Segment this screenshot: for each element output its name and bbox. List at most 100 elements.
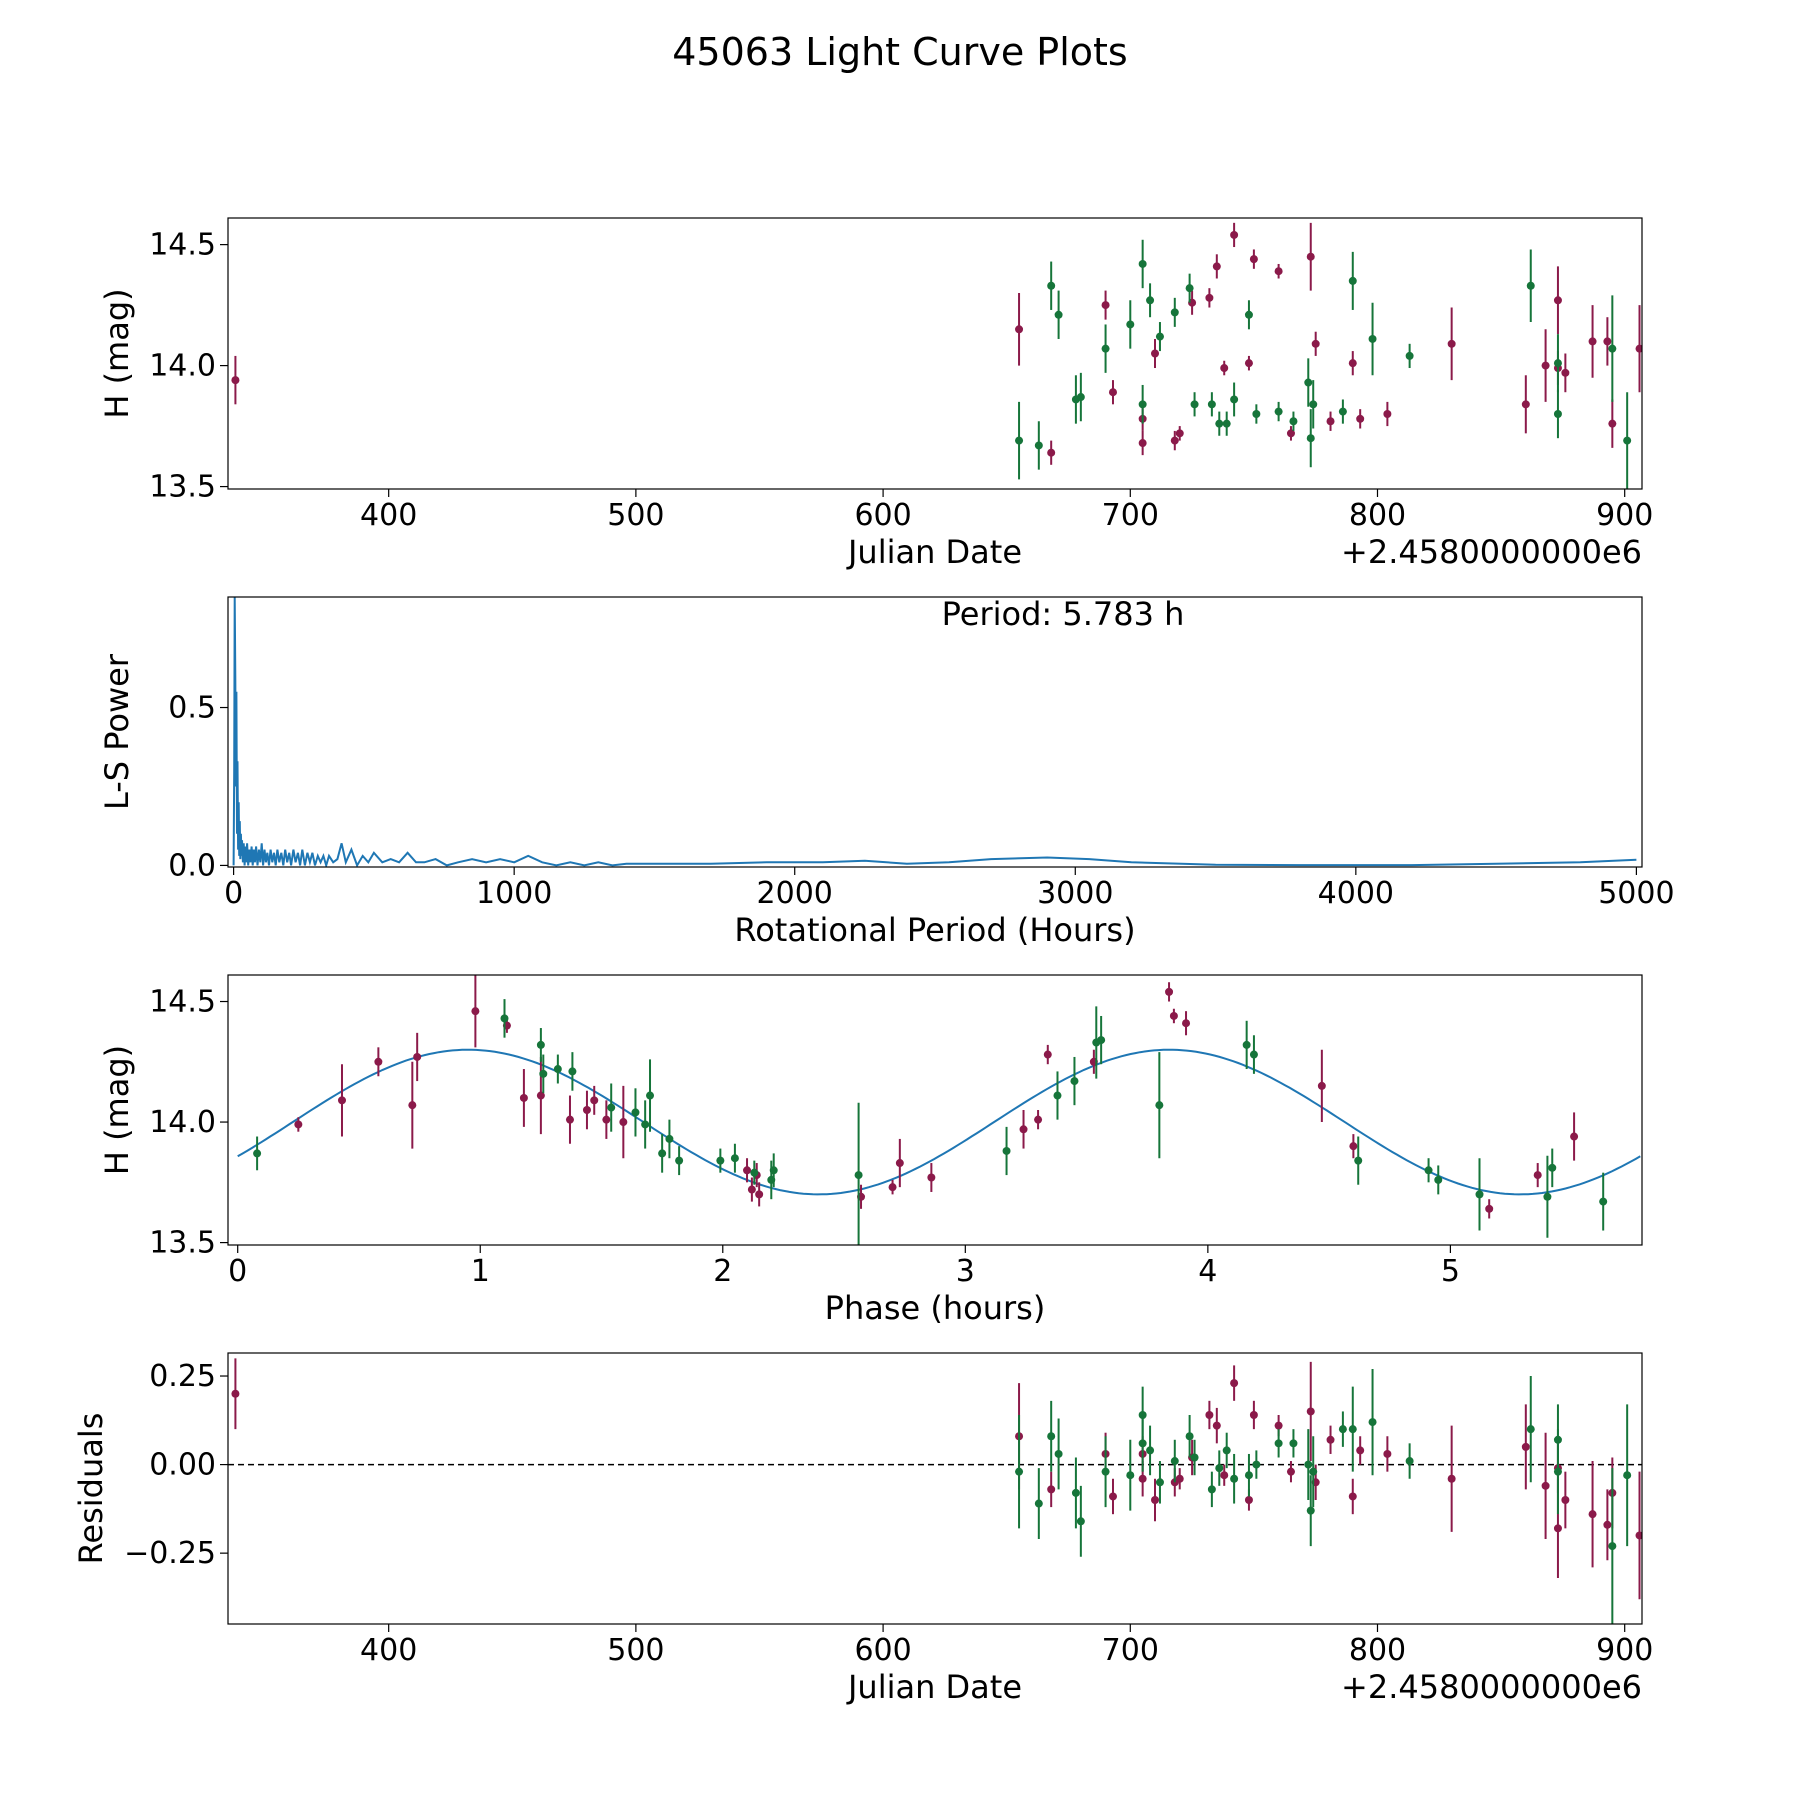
data-point	[1047, 448, 1056, 457]
data-point	[1252, 1460, 1261, 1469]
data-point	[1541, 361, 1550, 370]
data-point	[1126, 1471, 1135, 1480]
data-point	[1101, 301, 1110, 310]
data-point	[1244, 310, 1253, 319]
data-point	[1338, 407, 1347, 416]
data-point	[253, 1149, 262, 1158]
x-tick-label: 400	[360, 498, 417, 533]
data-point	[1054, 310, 1063, 319]
data-point	[1588, 1510, 1597, 1519]
x-tick-label: 900	[1596, 498, 1653, 533]
data-point	[1553, 296, 1562, 305]
data-point	[519, 1093, 528, 1102]
data-point	[1047, 281, 1056, 290]
data-point	[1424, 1166, 1433, 1175]
data-point	[1521, 1442, 1530, 1451]
data-point	[1222, 419, 1231, 428]
data-point	[1244, 1471, 1253, 1480]
data-point	[1185, 284, 1194, 293]
data-point	[1230, 1379, 1239, 1388]
data-point	[1306, 252, 1315, 261]
x-tick-label: 5	[1441, 1254, 1460, 1289]
data-point	[1533, 1171, 1542, 1180]
x-tick-label: 0	[224, 876, 243, 911]
x-tick-label: 400	[360, 1633, 417, 1668]
data-point	[1146, 296, 1155, 305]
data-point	[1608, 419, 1617, 428]
data-point	[1034, 1115, 1043, 1124]
data-point	[1274, 267, 1283, 276]
data-point	[1126, 320, 1135, 329]
data-point	[1034, 441, 1043, 450]
data-point	[1207, 400, 1216, 409]
data-point	[1526, 281, 1535, 290]
data-point	[231, 1389, 240, 1398]
data-point	[1015, 1467, 1024, 1476]
y-tick-label: 0.00	[149, 1448, 216, 1483]
data-point	[1309, 1467, 1318, 1476]
data-point	[743, 1166, 752, 1175]
x-tick-label: 3000	[1037, 876, 1113, 911]
data-point	[602, 1115, 611, 1124]
data-point	[1348, 276, 1357, 285]
data-point	[1053, 1091, 1062, 1100]
data-point	[536, 1091, 545, 1100]
phased-marks	[237, 975, 1641, 1245]
data-point	[1304, 378, 1313, 387]
x-tick-label: 1000	[476, 876, 552, 911]
x-tick-label: 2	[713, 1254, 732, 1289]
data-point	[1151, 349, 1160, 358]
data-point	[1215, 1464, 1224, 1473]
data-point	[1071, 1488, 1080, 1497]
data-point	[1220, 364, 1229, 373]
data-point	[590, 1096, 599, 1105]
data-point	[1368, 1418, 1377, 1427]
data-point	[1608, 344, 1617, 353]
x-tick-label: 4000	[1318, 876, 1394, 911]
data-point	[1348, 1492, 1357, 1501]
data-point	[1354, 1156, 1363, 1165]
data-point	[1170, 436, 1179, 445]
data-point	[1169, 1011, 1178, 1020]
data-point	[1146, 1446, 1155, 1455]
data-point	[1543, 1192, 1552, 1201]
data-point	[1212, 262, 1221, 271]
data-point	[1286, 1467, 1295, 1476]
x-tick-label: 0	[228, 1254, 247, 1289]
data-point	[927, 1173, 936, 1182]
period-annotation: Period: 5.783 h	[942, 595, 1185, 633]
data-point	[1356, 414, 1365, 423]
data-point	[1249, 1050, 1258, 1059]
residuals-panel: 400 500 600 700 800 900 −0.25 0.00 0.25 Residual…	[72, 1352, 1653, 1706]
data-point	[1368, 334, 1377, 343]
data-point	[1138, 1439, 1147, 1448]
data-point	[1170, 1457, 1179, 1466]
data-point	[1304, 1460, 1313, 1469]
x-tick-label: 800	[1349, 1633, 1406, 1668]
data-point	[1274, 407, 1283, 416]
data-point	[1326, 1435, 1335, 1444]
periodogram-ylabel: L-S Power	[98, 653, 136, 810]
data-point	[1317, 1081, 1326, 1090]
data-point	[1076, 1517, 1085, 1526]
data-point	[1306, 1407, 1315, 1416]
residuals-marks	[228, 1358, 1642, 1624]
data-point	[1097, 1036, 1106, 1045]
data-point	[1521, 400, 1530, 409]
x-tick-label: 700	[1102, 498, 1159, 533]
x-tick-label: 700	[1102, 1633, 1159, 1668]
data-point	[1138, 259, 1147, 268]
lightcurve-offset-label: +2.4580000000e6	[1341, 533, 1642, 571]
data-point	[1603, 1520, 1612, 1529]
data-point	[1019, 1125, 1028, 1134]
phased-panel: 0 1 2 3 4 5 13.5 14.0 14.5 H (mag) Phase (hours)	[98, 974, 1643, 1327]
x-tick-label: 800	[1349, 498, 1406, 533]
data-point	[408, 1101, 417, 1110]
data-point	[1222, 1446, 1231, 1455]
data-point	[1608, 1542, 1617, 1551]
data-point	[1170, 308, 1179, 317]
data-point	[1138, 400, 1147, 409]
x-tick-label: 500	[607, 498, 664, 533]
data-point	[294, 1120, 303, 1129]
x-tick-label: 3	[956, 1254, 975, 1289]
